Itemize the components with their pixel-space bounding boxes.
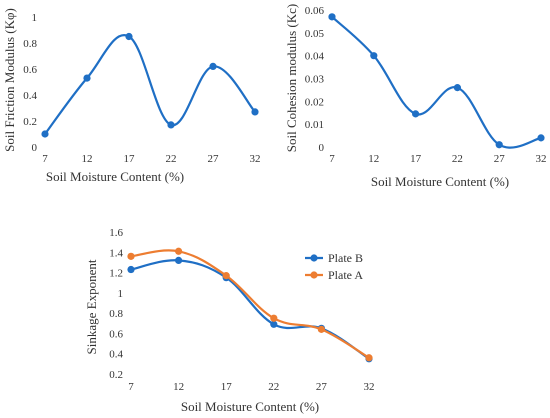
y-tick-label: 0.02 xyxy=(305,96,324,108)
y-tick-label: 0.06 xyxy=(305,5,325,17)
x-axis-title: Soil Moisture Content (%) xyxy=(181,399,319,414)
y-tick-label: 1 xyxy=(118,288,124,300)
y-tick-label: 0.03 xyxy=(305,74,325,86)
y-tick-label: 0.4 xyxy=(109,349,123,361)
x-axis-title: Soil Moisture Content (%) xyxy=(371,174,509,189)
y-tick-label: 0 xyxy=(32,142,38,154)
x-tick-label: 17 xyxy=(221,381,233,393)
legend-label: Plate B xyxy=(328,251,363,265)
cohesion-modulus-chart: 7 12 17 22 27 32 0 0.01 0.02 0.03 0.04 0.05 0.06 So… xyxy=(284,4,547,189)
y-tick-label: 0.6 xyxy=(23,64,37,76)
x-tick-label: 17 xyxy=(410,153,422,165)
x-tick-label: 32 xyxy=(364,381,375,393)
data-point xyxy=(412,110,420,118)
data-point xyxy=(495,141,503,149)
y-tick-label: 0.04 xyxy=(305,51,325,63)
y-tick-label: 0.01 xyxy=(305,119,324,131)
y-tick-label: 0.4 xyxy=(23,90,37,102)
y-tick-label: 0.8 xyxy=(23,38,37,50)
legend-swatch-marker xyxy=(310,254,318,262)
x-tick-label: 22 xyxy=(166,153,177,165)
data-point xyxy=(83,74,91,82)
legend-swatch-marker xyxy=(310,271,318,279)
x-tick-label: 7 xyxy=(128,381,134,393)
data-point xyxy=(453,84,461,92)
x-tick-label: 22 xyxy=(268,381,279,393)
data-point xyxy=(127,252,135,260)
x-tick-label: 12 xyxy=(368,153,379,165)
series-line xyxy=(44,34,256,135)
x-tick-label: 12 xyxy=(82,153,93,165)
y-tick-label: 1.6 xyxy=(109,227,123,239)
x-axis-title: Soil Moisture Content (%) xyxy=(46,169,184,184)
y-axis-title: Soil Friction Modulus (Kφ) xyxy=(2,8,17,152)
data-point xyxy=(370,52,378,60)
y-axis-title: Soil Cohesion modulus (Kc) xyxy=(284,4,299,152)
series-line xyxy=(331,16,542,149)
y-tick-label: 0 xyxy=(319,142,325,154)
x-tick-label: 27 xyxy=(208,153,220,165)
sinkage-exponent-chart: 7 12 17 22 27 32 0.2 0.4 0.6 0.8 1 1.2 1.4 1.6 Soil … xyxy=(84,227,375,414)
x-tick-label: 22 xyxy=(452,153,463,165)
data-point xyxy=(365,354,373,362)
x-tick-label: 12 xyxy=(173,381,184,393)
data-point xyxy=(328,13,336,21)
friction-modulus-chart: 7 12 17 22 27 32 0 0.2 0.4 0.6 0.8 1 Soil Moisture… xyxy=(2,8,261,184)
y-tick-label: 1 xyxy=(32,12,38,24)
data-point xyxy=(175,256,183,264)
y-tick-label: 0.6 xyxy=(109,328,123,340)
x-tick-label: 27 xyxy=(494,153,506,165)
x-tick-label: 17 xyxy=(124,153,136,165)
y-tick-label: 0.2 xyxy=(23,116,37,128)
data-point xyxy=(41,130,49,138)
data-point xyxy=(222,272,230,280)
data-point xyxy=(270,314,278,322)
legend: Plate B Plate A xyxy=(305,251,363,282)
x-tick-label: 27 xyxy=(316,381,328,393)
y-tick-label: 0.05 xyxy=(305,28,325,40)
y-tick-label: 1.2 xyxy=(109,268,123,280)
x-tick-label: 32 xyxy=(536,153,547,165)
y-tick-label: 0.8 xyxy=(109,308,123,320)
data-point xyxy=(251,108,259,116)
y-tick-label: 1.4 xyxy=(109,247,123,259)
data-point xyxy=(167,121,175,129)
legend-label: Plate A xyxy=(328,268,363,282)
data-point xyxy=(209,62,217,70)
data-point xyxy=(537,134,545,142)
y-axis-title: Sinkage Exponent xyxy=(84,259,99,354)
x-tick-label: 7 xyxy=(42,153,48,165)
data-point xyxy=(125,32,133,41)
data-point xyxy=(317,325,325,333)
data-point xyxy=(175,247,183,255)
data-point xyxy=(127,265,135,274)
y-tick-label: 0.2 xyxy=(109,369,123,381)
x-tick-label: 32 xyxy=(250,153,261,165)
x-tick-label: 7 xyxy=(329,153,335,165)
series-line xyxy=(130,249,370,359)
data-point xyxy=(270,320,278,328)
